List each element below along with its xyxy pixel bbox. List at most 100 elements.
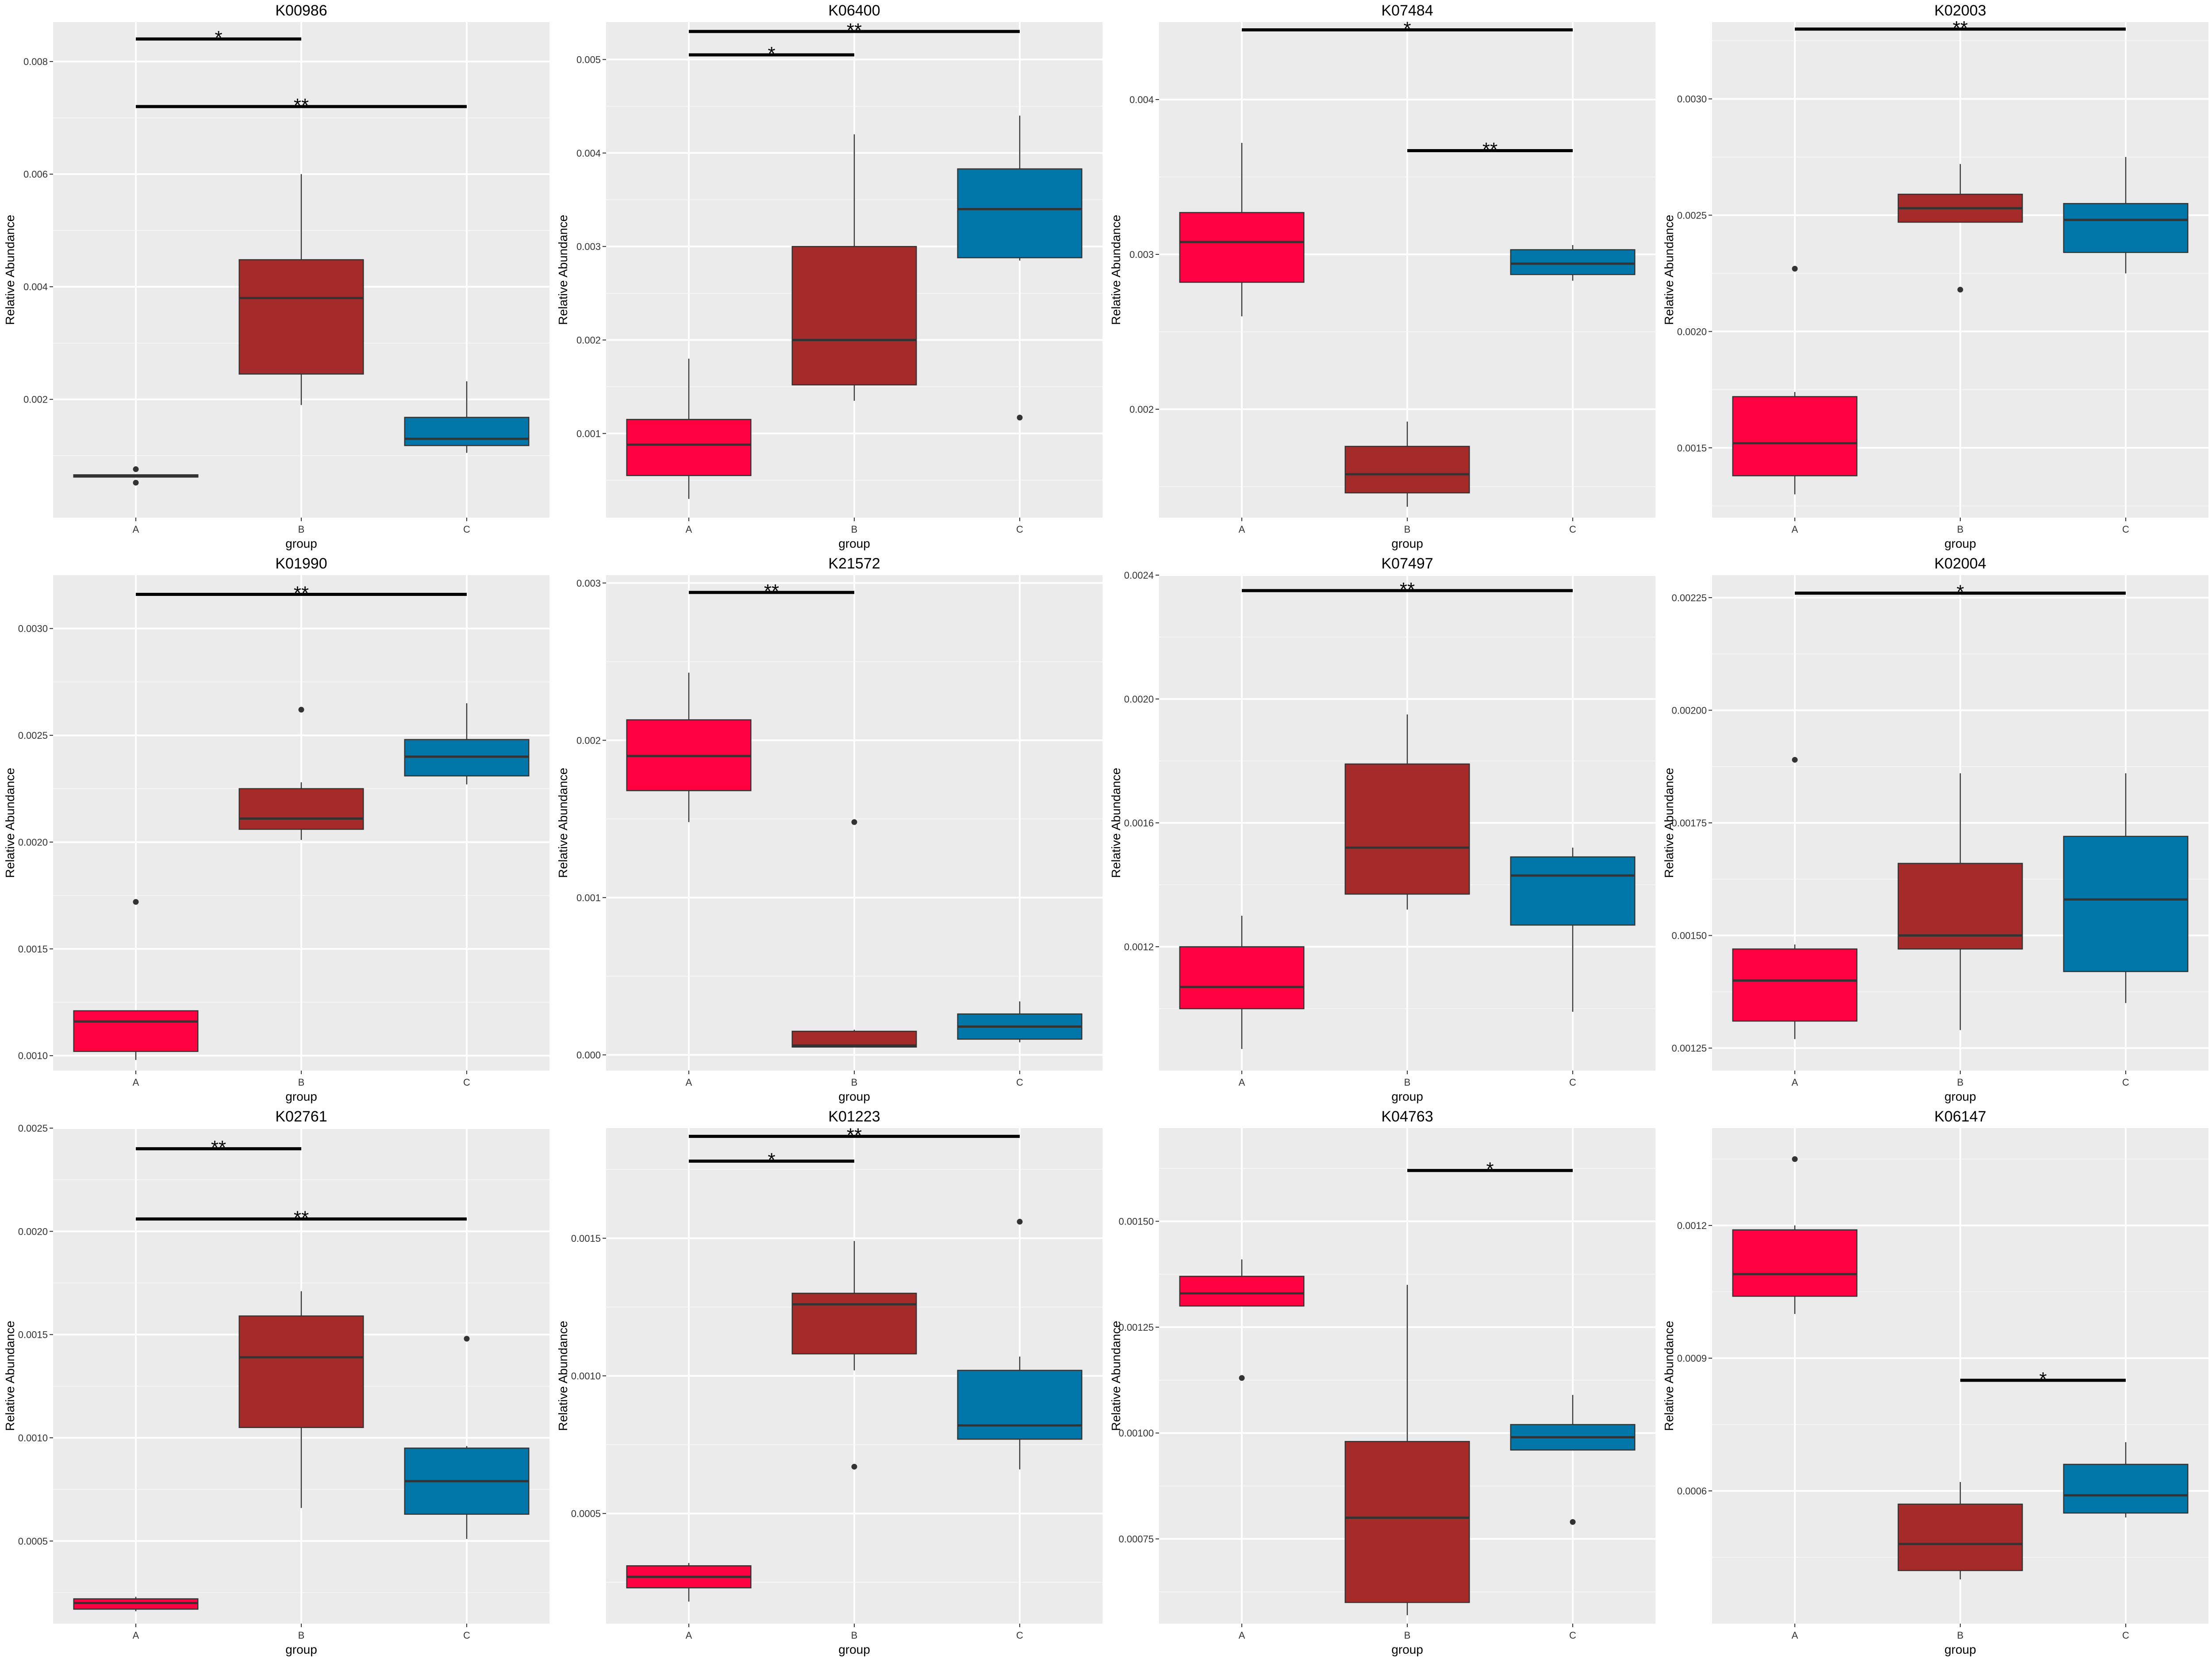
panel-title: K00986 bbox=[275, 2, 327, 19]
box-body bbox=[1344, 763, 1470, 895]
box-a bbox=[1179, 1259, 1305, 1381]
box-body bbox=[1179, 1275, 1305, 1307]
x-tick-label: B bbox=[298, 524, 305, 535]
x-tick-label: C bbox=[1569, 524, 1576, 535]
box-body bbox=[791, 1293, 917, 1355]
x-axis-label: group bbox=[838, 1643, 870, 1656]
box-a bbox=[1732, 265, 1858, 495]
box-body bbox=[1510, 249, 1636, 275]
y-tick-label: 0.0009 bbox=[1677, 1353, 1707, 1364]
significance-label: * bbox=[768, 43, 775, 65]
box-b bbox=[1344, 1285, 1470, 1615]
y-tick-label: 0.002 bbox=[23, 394, 48, 405]
y-tick-label: 0.0015 bbox=[18, 1329, 48, 1340]
y-tick-label: 0.000 bbox=[576, 1049, 601, 1060]
y-tick-label: 0.004 bbox=[1129, 94, 1154, 105]
panel-k21572: K21572 0.000 0.001 0.002 0.003 A B C ** group Rela… bbox=[556, 555, 1102, 1103]
x-tick-label: B bbox=[1404, 1077, 1411, 1088]
x-tick-label: A bbox=[686, 1630, 692, 1641]
x-tick-label: A bbox=[1239, 1630, 1245, 1641]
x-axis-label: group bbox=[1944, 537, 1976, 550]
y-tick-label: 0.0025 bbox=[18, 1123, 48, 1134]
x-tick-label: A bbox=[1792, 1077, 1798, 1088]
box-a bbox=[73, 1597, 199, 1611]
x-tick-label: A bbox=[686, 524, 692, 535]
x-tick-label: A bbox=[1792, 1630, 1798, 1641]
y-tick-label: 0.00175 bbox=[1671, 818, 1707, 829]
box-c bbox=[1510, 1395, 1636, 1525]
x-axis-label: group bbox=[1391, 1643, 1423, 1656]
x-tick-label: B bbox=[851, 524, 858, 535]
box-body bbox=[1732, 948, 1858, 1022]
x-axis-label: group bbox=[285, 537, 317, 550]
y-axis-label: Relative Abundance bbox=[556, 215, 570, 325]
significance-label: * bbox=[2039, 1368, 2047, 1390]
y-tick-label: 0.0025 bbox=[1677, 210, 1707, 221]
panel-k01990: K01990 0.0010 0.0015 0.0020 0.0025 0.0030 A B C *… bbox=[3, 555, 549, 1103]
x-tick-label: B bbox=[1957, 524, 1964, 535]
panel-title: K06147 bbox=[1934, 1108, 1986, 1125]
box-a bbox=[73, 899, 199, 1060]
y-tick-label: 0.003 bbox=[1129, 249, 1154, 260]
y-tick-label: 0.001 bbox=[576, 892, 601, 903]
x-tick-label: A bbox=[1792, 524, 1798, 535]
y-tick-label: 0.00100 bbox=[1118, 1428, 1154, 1439]
significance-label: ** bbox=[294, 1207, 309, 1229]
box-body bbox=[791, 246, 917, 386]
panel-title: K01223 bbox=[828, 1108, 880, 1125]
panel-k07497: K07497 0.0012 0.0016 0.0020 0.0024 A B C ** group… bbox=[1109, 555, 1655, 1103]
panel-title: K02003 bbox=[1934, 2, 1986, 19]
box-c bbox=[957, 1001, 1083, 1042]
outlier-point bbox=[298, 707, 304, 713]
significance-label: * bbox=[1486, 1159, 1494, 1180]
box-a bbox=[1732, 1156, 1858, 1314]
y-tick-label: 0.0006 bbox=[1677, 1486, 1707, 1497]
box-b bbox=[791, 134, 917, 401]
y-tick-label: 0.002 bbox=[576, 334, 601, 346]
box-a bbox=[1732, 757, 1858, 1039]
y-tick-label: 0.00075 bbox=[1118, 1534, 1154, 1545]
box-body bbox=[1732, 396, 1858, 476]
x-tick-label: C bbox=[2122, 1077, 2129, 1088]
box-body bbox=[238, 788, 364, 830]
x-tick-label: C bbox=[1569, 1630, 1576, 1641]
y-tick-label: 0.0025 bbox=[18, 730, 48, 741]
x-axis-label: group bbox=[1391, 537, 1423, 550]
outlier-point bbox=[1792, 757, 1798, 763]
y-tick-label: 0.0030 bbox=[18, 623, 48, 634]
significance-label: ** bbox=[847, 19, 862, 41]
x-tick-label: A bbox=[686, 1077, 692, 1088]
outlier-point bbox=[1239, 1375, 1245, 1381]
panel-k02004: K02004 0.00125 0.00150 0.00175 0.00200 0.0022… bbox=[1662, 555, 2208, 1103]
panel-k04763: K04763 0.00075 0.00100 0.00125 0.00150 A B C * gr… bbox=[1109, 1108, 1655, 1656]
y-tick-label: 0.002 bbox=[1129, 404, 1154, 415]
y-tick-label: 0.0012 bbox=[1124, 941, 1154, 952]
panel-title: K04763 bbox=[1381, 1108, 1433, 1125]
y-tick-label: 0.004 bbox=[23, 281, 48, 292]
box-c bbox=[404, 1336, 530, 1539]
box-b bbox=[238, 174, 364, 405]
x-tick-label: B bbox=[1957, 1077, 1964, 1088]
x-tick-label: C bbox=[1016, 1630, 1023, 1641]
y-tick-label: 0.0010 bbox=[571, 1371, 601, 1382]
box-body bbox=[404, 417, 530, 446]
box-c bbox=[404, 703, 530, 785]
y-tick-label: 0.001 bbox=[576, 428, 601, 439]
significance-label: ** bbox=[1400, 579, 1415, 600]
box-body bbox=[1344, 1441, 1470, 1603]
y-axis-label: Relative Abundance bbox=[1109, 768, 1123, 878]
y-axis-label: Relative Abundance bbox=[1662, 215, 1676, 325]
box-a bbox=[626, 672, 752, 822]
box-c bbox=[2063, 157, 2189, 273]
x-tick-label: C bbox=[2122, 524, 2129, 535]
box-b bbox=[1897, 773, 2023, 1030]
y-tick-label: 0.004 bbox=[576, 148, 601, 159]
y-tick-label: 0.00150 bbox=[1118, 1216, 1154, 1227]
box-body bbox=[238, 1315, 364, 1428]
x-tick-label: C bbox=[463, 1630, 470, 1641]
panel-title: K06400 bbox=[828, 2, 880, 19]
